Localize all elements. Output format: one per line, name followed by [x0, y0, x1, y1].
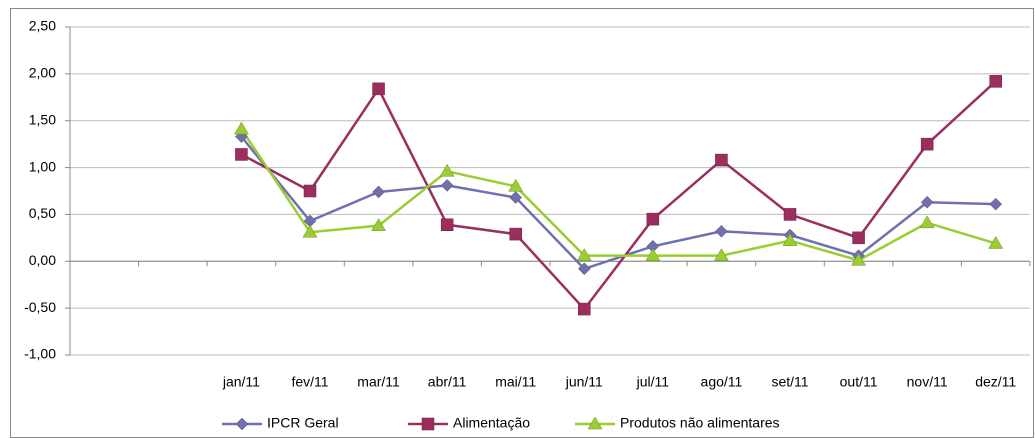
x-tick-label: jan/11	[222, 374, 260, 390]
marker	[920, 137, 934, 151]
series-line	[240, 128, 997, 262]
series-line	[240, 135, 996, 271]
marker	[577, 262, 591, 276]
marker	[988, 235, 1004, 249]
x-tick-label: jul/11	[636, 374, 670, 390]
marker	[645, 248, 661, 261]
legend-label: Alimentação	[453, 415, 530, 431]
marker	[852, 231, 865, 245]
marker	[508, 178, 524, 192]
marker	[920, 195, 934, 209]
marker	[578, 302, 591, 316]
marker	[509, 191, 523, 204]
x-tick-label: abr/11	[428, 374, 467, 390]
marker	[372, 185, 385, 199]
marker	[919, 215, 935, 229]
marker	[371, 218, 387, 231]
marker	[303, 184, 317, 198]
x-tick-label: mar/11	[357, 374, 400, 390]
legend-label: Produtos não alimentares	[620, 415, 780, 431]
y-tick-label: 0,00	[29, 252, 56, 268]
marker	[576, 248, 592, 261]
legend-marker	[235, 417, 249, 431]
x-tick-label: mai/11	[495, 374, 536, 390]
marker	[233, 121, 249, 135]
x-tick-label: nov/11	[907, 374, 948, 390]
marker	[713, 248, 729, 261]
marker	[851, 252, 867, 266]
legend-marker	[421, 417, 435, 431]
x-tick-label: set/11	[771, 374, 808, 390]
marker	[715, 224, 728, 238]
marker	[302, 224, 318, 238]
x-tick-label: out/11	[840, 374, 878, 390]
x-tick-label: fev/11	[291, 374, 328, 390]
marker	[715, 153, 728, 167]
legend-marker	[587, 416, 603, 430]
marker	[783, 208, 797, 221]
marker	[989, 197, 1003, 211]
marker	[440, 218, 454, 231]
y-tick-label: -0,50	[24, 299, 56, 315]
x-tick-label: jun/11	[565, 374, 603, 390]
y-tick-label: 0,50	[29, 205, 56, 221]
y-tick-label: 2,50	[29, 18, 56, 34]
x-tick-label: ago/11	[701, 374, 743, 390]
marker	[235, 148, 248, 161]
marker	[440, 179, 454, 192]
legend-label: IPCR Geral	[267, 415, 339, 431]
y-tick-label: -1,00	[24, 346, 56, 362]
marker	[509, 227, 522, 241]
y-tick-label: 2,00	[29, 65, 56, 81]
x-tick-label: dez/11	[975, 374, 1016, 390]
y-tick-label: 1,00	[29, 158, 56, 174]
marker	[989, 75, 1002, 88]
series-line	[240, 80, 997, 312]
marker	[372, 82, 385, 96]
marker	[782, 233, 798, 246]
y-tick-label: 1,50	[29, 111, 56, 127]
chart-border	[10, 8, 1034, 438]
marker	[646, 212, 660, 226]
marker	[439, 163, 455, 177]
